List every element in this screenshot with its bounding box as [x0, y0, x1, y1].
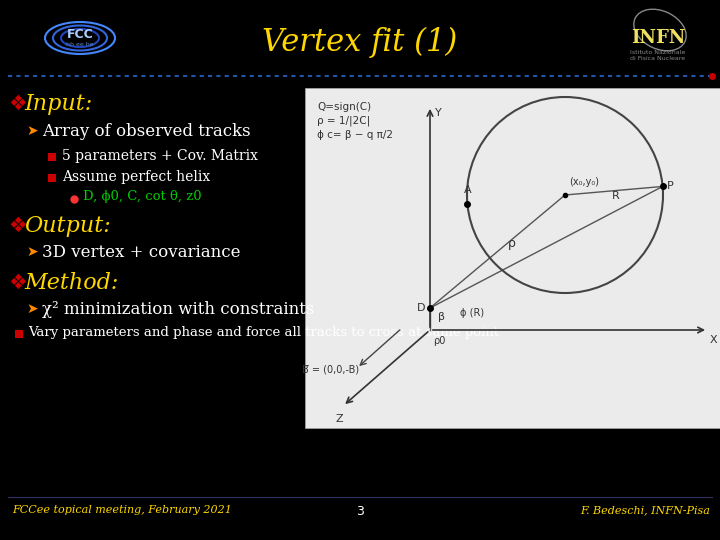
- Text: ❖: ❖: [8, 94, 27, 114]
- Text: Array of observed tracks: Array of observed tracks: [42, 123, 251, 140]
- Text: F. Bedeschi, INFN-Pisa: F. Bedeschi, INFN-Pisa: [580, 505, 710, 515]
- Text: Output:: Output:: [24, 215, 111, 237]
- Text: ρ = 1/|2C|: ρ = 1/|2C|: [317, 116, 370, 126]
- Text: (x₀,y₀): (x₀,y₀): [569, 177, 599, 187]
- Text: χ² minimization with constraints: χ² minimization with constraints: [42, 301, 315, 318]
- Text: Method:: Method:: [24, 272, 118, 294]
- Text: ➤: ➤: [26, 302, 37, 316]
- Text: A: A: [464, 185, 472, 194]
- FancyBboxPatch shape: [48, 174, 56, 182]
- Text: X: X: [710, 335, 718, 345]
- Text: D, ϕ0, C, cot θ, z0: D, ϕ0, C, cot θ, z0: [83, 190, 202, 203]
- Text: FCC: FCC: [67, 28, 94, 40]
- Text: ➤: ➤: [26, 124, 37, 138]
- Text: β: β: [438, 312, 445, 322]
- Text: 3D vertex + covariance: 3D vertex + covariance: [42, 244, 240, 261]
- Text: FCCee topical meeting, February 2021: FCCee topical meeting, February 2021: [12, 505, 232, 515]
- Text: ϕ c= β − q π/2: ϕ c= β − q π/2: [317, 130, 393, 140]
- Text: Q=sign(C): Q=sign(C): [317, 102, 371, 112]
- Text: ❖: ❖: [8, 216, 27, 236]
- Text: ρ: ρ: [508, 237, 516, 249]
- Text: Input:: Input:: [24, 93, 92, 115]
- Text: Y: Y: [435, 108, 442, 118]
- Text: Vary parameters and phase and force all tracks to cross at same point: Vary parameters and phase and force all …: [28, 326, 499, 339]
- Text: 5 parameters + Cov. Matrix: 5 parameters + Cov. Matrix: [62, 149, 258, 163]
- Text: Assume perfect helix: Assume perfect helix: [62, 170, 210, 184]
- Text: ➤: ➤: [26, 245, 37, 259]
- Text: ρ0: ρ0: [433, 336, 446, 346]
- Text: P: P: [667, 181, 673, 192]
- Text: hh ee he: hh ee he: [66, 43, 94, 48]
- Text: R: R: [612, 191, 620, 201]
- FancyBboxPatch shape: [48, 153, 56, 161]
- FancyBboxPatch shape: [15, 330, 23, 338]
- Text: 3: 3: [356, 505, 364, 518]
- Text: di Fisica Nucleare: di Fisica Nucleare: [631, 56, 685, 61]
- Text: B̅ = (0,0,-B): B̅ = (0,0,-B): [302, 365, 359, 375]
- Text: ❖: ❖: [8, 273, 27, 293]
- Text: ϕ (R): ϕ (R): [460, 308, 484, 318]
- Text: Z: Z: [335, 414, 343, 424]
- FancyBboxPatch shape: [305, 88, 720, 428]
- Text: D: D: [417, 303, 426, 313]
- Text: INFN: INFN: [631, 29, 685, 47]
- Text: Vertex fit (1): Vertex fit (1): [262, 26, 458, 58]
- Text: Istituto Nazionale: Istituto Nazionale: [631, 50, 685, 55]
